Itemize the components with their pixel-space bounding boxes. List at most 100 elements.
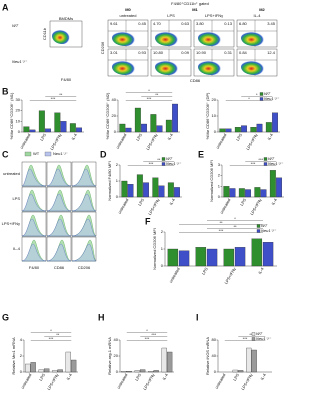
quadrant-value: 12.4 [267,50,276,55]
panel-label: D [100,149,107,159]
bar [141,123,147,133]
x-tick-label: IL-4 [166,132,174,141]
bar [223,248,235,267]
bar [150,114,157,133]
legend-label: WT [256,331,263,336]
quadrant-value: 3.01 [110,50,119,55]
y-tick-label: 2 [20,353,23,358]
axis-label: CD86 [190,78,201,83]
significance-label: *** [51,96,56,101]
y-tick-label: 40 [114,337,119,342]
x-tick-label: IL-4 [270,197,278,206]
flow-density [198,59,224,75]
x-tick-label: LPS+IFNγ [223,267,237,285]
legend-swatch [259,97,264,101]
bar [234,127,241,133]
x-tick-label: LPS+IFNγ [245,133,259,151]
x-tick-label: untreated [19,133,32,150]
bar [256,123,263,133]
panel-label: A [2,2,9,12]
bar [152,177,159,198]
significance-label: * [234,216,236,221]
y-tick-label: 0 [18,129,21,134]
y-tick-label: 0 [161,263,164,268]
legend-label: WT [264,91,271,96]
x-tick-label: untreated [117,198,130,215]
y-axis-label: %Mø CD86⁻CD206⁺ (M2) [105,92,110,139]
bar [241,125,247,133]
bar [195,247,207,267]
legend-swatch [24,151,32,157]
histogram-ko [46,243,72,262]
y-tick-label: 0 [214,369,217,374]
bar [276,177,282,198]
y-tick-label: 2 [161,229,164,234]
bar [136,174,143,198]
group-label: M2 [259,7,265,12]
bar [165,119,172,133]
bar [119,123,126,133]
legend-label: WT [166,156,173,161]
bar [65,351,71,373]
significance-label: ** [155,92,159,97]
flow-density [241,30,267,46]
bar [229,188,236,198]
bar [167,248,179,267]
significance-label: ** [157,157,161,162]
y-tick-label: 20 [114,353,119,358]
quadrant-value: 0.84 [239,50,248,55]
genotype-label: WT [12,23,19,28]
legend-label: WT [33,151,40,156]
flow-density [112,30,138,46]
bar [121,371,127,373]
bar [245,189,251,198]
bar [140,369,146,373]
row-label: IL-4 [13,246,21,251]
x-tick-label: LPS [39,132,47,141]
y-axis-label: Normalized CD206 MFI [152,228,157,270]
y-tick-label: 10 [16,118,21,123]
histogram-ko [46,218,72,237]
x-tick-label: LPS [235,132,243,141]
bar [260,189,267,198]
legend-label: WT [268,156,275,161]
bar [127,184,134,198]
x-tick-label: IL-4 [259,372,267,381]
histogram-ko [71,243,97,262]
significance-label: * [50,328,52,333]
bar [251,238,263,267]
x-tick-label: LPS+IFNγ [145,133,159,151]
histogram-ko [46,193,72,212]
column-label: CD206 [78,265,91,270]
bar [23,126,30,133]
y-tick-label: 2 [218,173,221,178]
y-axis-label: Normalized F4/80 MFI [107,161,112,201]
y-tick-label: 30 [16,97,21,102]
bar [246,347,252,373]
quadrant-value: 0.09 [181,50,190,55]
bar [44,368,50,373]
histogram-ko [71,193,97,212]
bar [219,128,226,133]
bar [269,170,276,198]
y-tick-label: 20 [212,97,217,102]
x-tick-label: LPS [134,372,142,381]
histogram-ko [21,218,47,237]
significance-label: ** [233,224,237,229]
row-label: LPS [12,196,20,201]
histogram-ko [21,193,47,212]
y-tick-label: 0 [114,129,117,134]
bar [38,110,45,133]
x-tick-label: untreated [214,373,227,390]
x-tick-label: untreated [215,133,228,150]
group-label: M0 [125,7,131,12]
quadrant-value: 9.61 [110,21,119,26]
legend-label: Neu1⁻/⁻ [261,228,277,233]
x-tick-label: IL-4 [266,132,274,141]
bar [161,347,167,373]
bar [172,103,178,133]
significance-label: *** [258,157,263,162]
quadrant-value: 0.63 [181,21,190,26]
significance-label: *** [147,96,152,101]
bar [148,371,154,373]
